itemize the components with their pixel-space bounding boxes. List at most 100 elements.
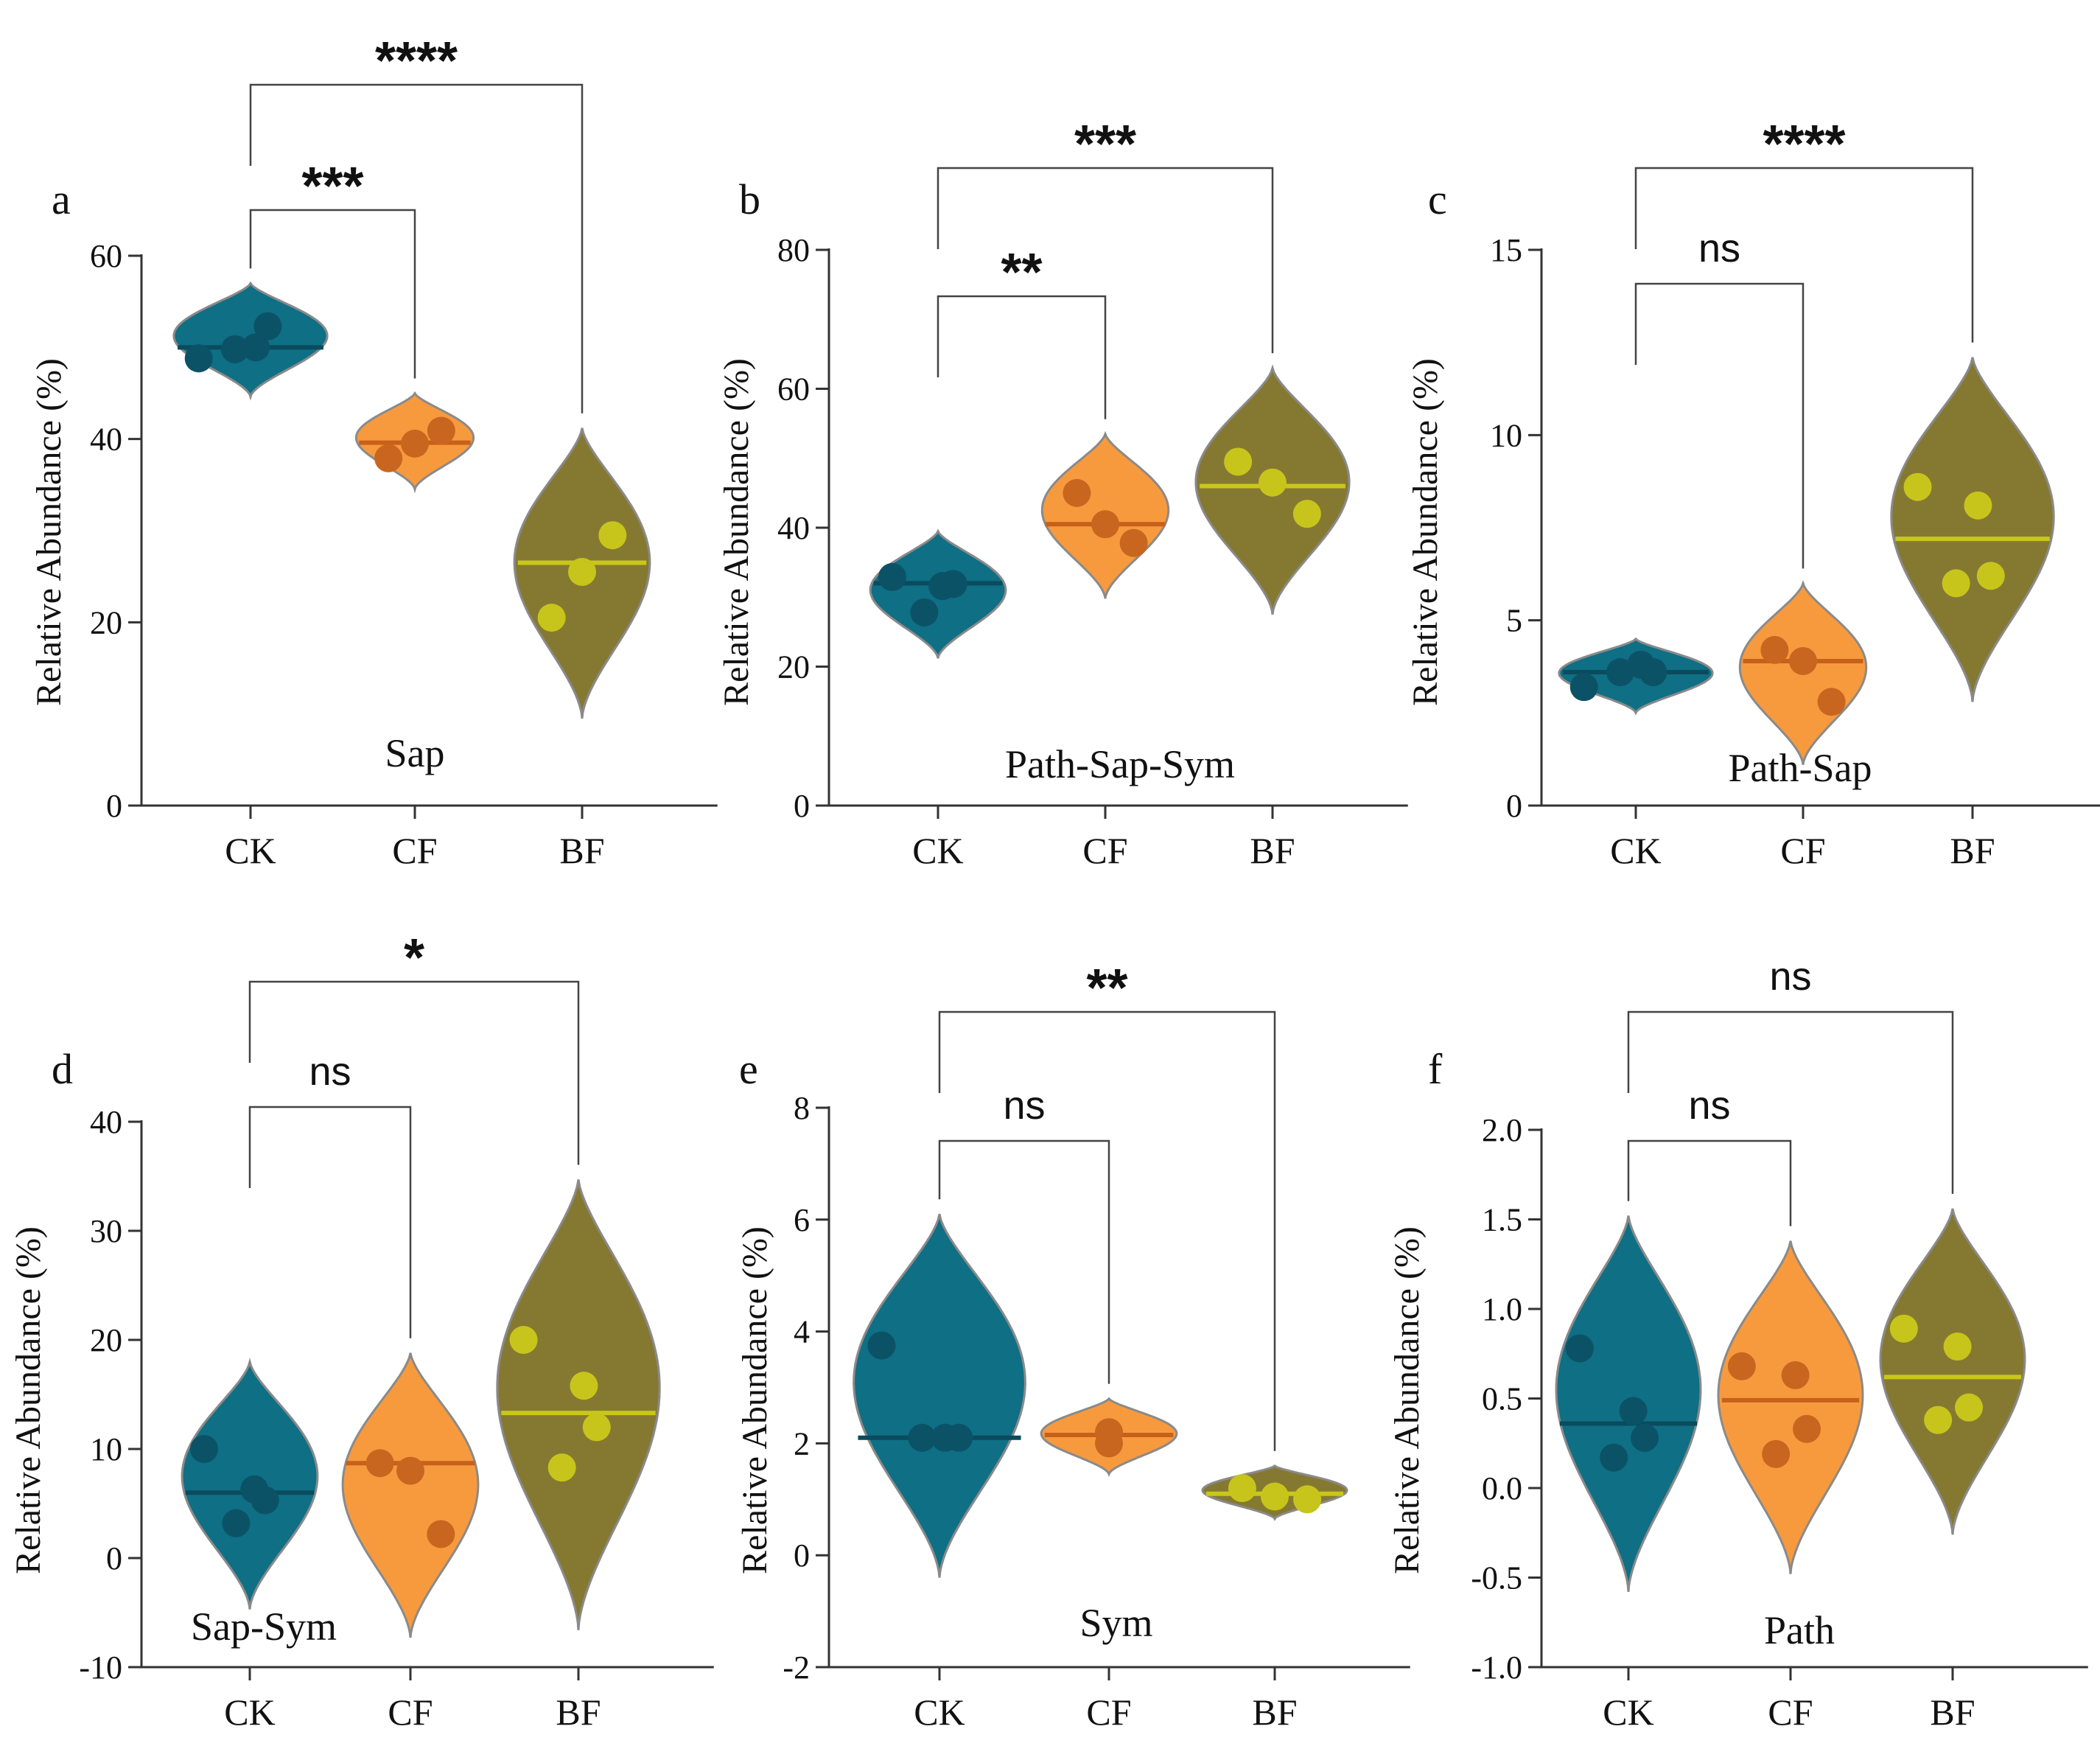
data-point-cf [401, 429, 429, 458]
y-tick-label: -0.5 [1471, 1560, 1522, 1596]
panel-a: a Relative Abundance (%) 0 20 40 60 CK CF BF Sap *… [29, 32, 718, 871]
data-point-ck [184, 344, 213, 373]
violin-cf [1717, 1240, 1864, 1574]
group-label: Sap-Sym [191, 1604, 337, 1649]
data-point-cf [1119, 528, 1148, 557]
data-point-cf [396, 1456, 424, 1485]
significance-brackets: ***** [937, 115, 1274, 419]
data-point-bf [537, 604, 566, 632]
data-point-ck [220, 335, 249, 363]
significance-brackets: ns **** [1634, 115, 1974, 569]
x-tick-label: CK [225, 830, 276, 871]
y-tick-label: 60 [90, 238, 122, 274]
data-point-cf [1793, 1414, 1821, 1443]
data-point-bf [1964, 491, 1992, 520]
significance-brackets: ns ns [1627, 954, 1954, 1226]
x-tick-label: BF [1950, 830, 1995, 871]
group-label: Sym [1079, 1601, 1152, 1645]
y-tick-label: 2.0 [1482, 1112, 1522, 1148]
panel-f: f Relative Abundance (%) -1.0 -0.5 0.0 0.5 1.0… [1387, 954, 2088, 1733]
x-tick-label: CF [392, 830, 437, 871]
data-point-bf [1955, 1393, 1984, 1422]
significance-label: **** [375, 32, 458, 91]
y-tick-label: 20 [90, 1322, 122, 1358]
x-tick-label: CK [912, 830, 963, 871]
data-point-ck [1565, 1334, 1594, 1363]
y-tick-label: 0 [1506, 788, 1522, 824]
x-tick-label: CF [1768, 1691, 1813, 1733]
data-point-bf [1228, 1474, 1256, 1503]
group-label: Path-Sap-Sym [1005, 742, 1235, 786]
y-tick-label: 1.5 [1482, 1202, 1522, 1238]
y-tick-label: 5 [1506, 603, 1522, 639]
y-tick-label: 30 [90, 1213, 122, 1249]
data-point-ck [1569, 673, 1598, 702]
group-label: Path [1764, 1608, 1835, 1652]
panel-letter: d [52, 1045, 73, 1093]
y-tick-label: 0 [794, 788, 810, 824]
y-tick-label: 0.0 [1482, 1470, 1522, 1506]
data-point-ck [242, 333, 270, 362]
panel-letter: f [1428, 1045, 1443, 1093]
data-point-cf [1762, 1439, 1791, 1468]
data-point-bf [598, 521, 627, 550]
panel-letter: c [1428, 175, 1447, 223]
panel-b: b Relative Abundance (%) 0 20 40 60 80 CK CF BF Pa… [717, 115, 1408, 871]
data-point-cf [427, 1520, 455, 1548]
data-point-cf [1727, 1352, 1756, 1380]
y-tick-label: 0 [794, 1537, 810, 1574]
data-point-bf [582, 1413, 611, 1442]
data-point-cf [374, 444, 403, 472]
data-point-bf [547, 1453, 576, 1482]
y-tick-label: 10 [1490, 417, 1522, 453]
violin-bf [1890, 357, 2055, 702]
bracket-ck-cf [1634, 282, 1805, 569]
violin-cf [341, 1352, 480, 1638]
x-tick-label: BF [1250, 830, 1295, 871]
x-tick-label: CK [1610, 830, 1661, 871]
significance-brackets: ******* [249, 32, 584, 413]
y-axis-label: Relative Abundance (%) [1406, 358, 1445, 706]
data-point-ck [251, 1486, 279, 1515]
data-point-bf [1259, 468, 1287, 497]
data-point-bf [1224, 447, 1253, 476]
y-tick-label: -2 [783, 1649, 810, 1686]
data-point-cf [1789, 646, 1817, 675]
data-point-ck [1619, 1397, 1648, 1425]
y-tick-label: 40 [90, 1104, 122, 1140]
x-tick-label: BF [559, 830, 604, 871]
data-point-cf [1063, 478, 1091, 507]
significance-brackets: ns * [248, 929, 580, 1338]
panel-c: c Relative Abundance (%) 0 5 10 15 CK CF BF Path-… [1406, 115, 2100, 871]
data-point-bf [1976, 562, 2005, 590]
data-point-ck [189, 1435, 218, 1463]
bracket-ck-cf [938, 1139, 1110, 1384]
significance-label: ns [1688, 1083, 1730, 1128]
data-point-bf [1889, 1314, 1918, 1343]
panel-e: e Relative Abundance (%) -2 0 2 4 6 8 CK CF BF Sym n… [735, 959, 1410, 1733]
group-label: Sap [385, 731, 445, 775]
significance-label: ns [1769, 954, 1811, 999]
y-tick-label: 1.0 [1482, 1291, 1522, 1327]
x-tick-label: BF [1930, 1691, 1975, 1733]
bracket-ck-cf [937, 295, 1107, 419]
y-tick-label: 0.5 [1482, 1381, 1522, 1417]
y-tick-label: 20 [90, 604, 122, 640]
significance-label: ns [1003, 1083, 1045, 1128]
data-point-bf [568, 557, 596, 586]
y-tick-label: 2 [794, 1425, 810, 1462]
data-point-cf [1781, 1361, 1810, 1389]
x-tick-label: CK [914, 1691, 965, 1733]
bracket-ck-cf [248, 1106, 412, 1338]
y-tick-label: 8 [794, 1090, 810, 1126]
x-tick-label: CK [224, 1691, 275, 1733]
data-point-cf [1091, 510, 1119, 539]
panel-letter: e [739, 1045, 758, 1093]
bracket-ck-bf [1634, 167, 1974, 343]
significance-label: ns [1698, 226, 1740, 270]
y-tick-label: 60 [777, 371, 810, 408]
significance-label: *** [1074, 115, 1136, 174]
data-point-ck [253, 312, 282, 341]
data-point-ck [1606, 658, 1634, 687]
